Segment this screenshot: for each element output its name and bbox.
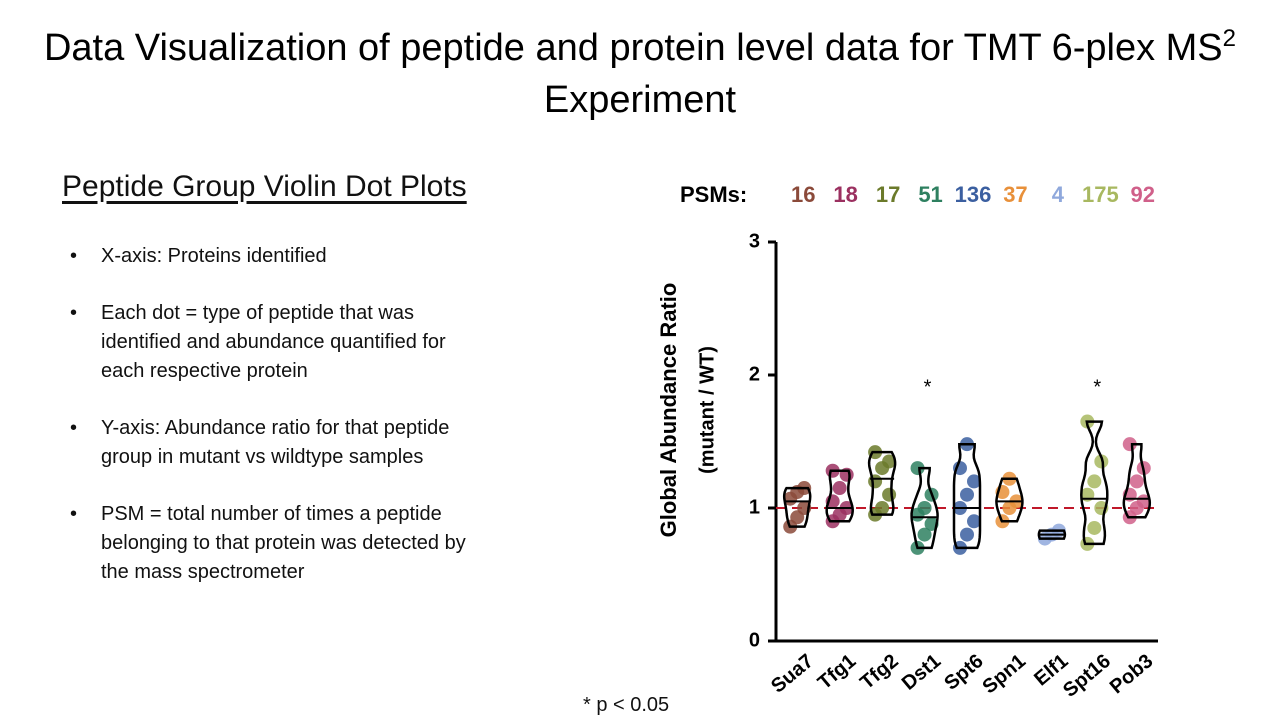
title-text: Data Visualization of peptide and protei… (43, 27, 1223, 69)
psm-count: 136 (955, 182, 992, 207)
y-axis-label: Global Abundance Ratio (656, 283, 681, 538)
data-dot (882, 454, 897, 469)
bullet: PSM = total number of times a peptide be… (70, 500, 490, 587)
psm-count: 92 (1131, 182, 1155, 207)
significance-star: * (924, 376, 932, 398)
psm-count: 37 (1003, 182, 1027, 207)
bullet: Each dot = type of peptide that was iden… (70, 299, 490, 386)
heading: Peptide Group Violin Dot Plots (62, 170, 467, 203)
x-tick-label: Dst1 (898, 650, 945, 695)
data-dot (1087, 520, 1102, 535)
y-label-group: Global Abundance Ratio (mutant / WT) (656, 283, 718, 538)
x-tick-label: Tfg2 (856, 650, 902, 694)
significance-star: * (1093, 376, 1101, 398)
data-dot (1087, 474, 1102, 489)
x-tick-label: Spn1 (978, 650, 1030, 698)
y-axis-sublabel: (mutant / WT) (696, 346, 718, 474)
data-dot (960, 527, 974, 542)
data-dot (917, 527, 932, 542)
x-tick-label: Spt6 (940, 650, 987, 695)
y-tick-label: 1 (749, 496, 760, 518)
data-dot (917, 501, 932, 515)
psm-label: PSMs: (680, 182, 747, 207)
x-tick-label: Spt16 (1059, 650, 1115, 702)
data-dot (868, 474, 883, 489)
data-dot (967, 514, 981, 529)
violin (825, 469, 854, 523)
x-tick-label: Pob3 (1106, 650, 1158, 698)
data-dot (967, 474, 981, 489)
y-tick-label: 3 (749, 230, 760, 252)
violin (952, 442, 982, 550)
psm-count: 51 (918, 182, 942, 207)
slide-title: Data Visualization of peptide and protei… (40, 22, 1240, 126)
violin (1080, 420, 1109, 546)
data-dot (960, 487, 974, 502)
bullet: Y-axis: Abundance ratio for that peptide… (70, 414, 490, 472)
violin (995, 477, 1024, 523)
data-dot (910, 461, 925, 476)
title-suffix: Experiment (543, 79, 737, 121)
bullet: X-axis: Proteins identified (70, 242, 490, 271)
y-tick-label: 2 (749, 363, 760, 385)
psm-count: 16 (791, 182, 815, 207)
violin (910, 466, 939, 550)
data-dot (875, 501, 890, 515)
footnote: * p < 0.05 (583, 694, 670, 716)
psm-count: 4 (1052, 182, 1065, 207)
data-dot (882, 487, 897, 502)
violin (782, 486, 812, 528)
psm-count: 175 (1082, 182, 1119, 207)
x-tick-label: Sua7 (767, 650, 818, 698)
data-dot (1129, 474, 1144, 489)
violin (1122, 442, 1152, 519)
bullet-list: X-axis: Proteins identified Each dot = t… (70, 242, 490, 615)
y-tick-label: 0 (749, 629, 760, 651)
violin (867, 450, 897, 516)
psm-count: 18 (833, 182, 857, 207)
x-tick-label: Tfg1 (814, 650, 860, 694)
data-dot (832, 481, 847, 496)
psm-count: 17 (876, 182, 900, 207)
violin (1037, 529, 1067, 540)
title-superscript: 2 (1222, 25, 1237, 52)
